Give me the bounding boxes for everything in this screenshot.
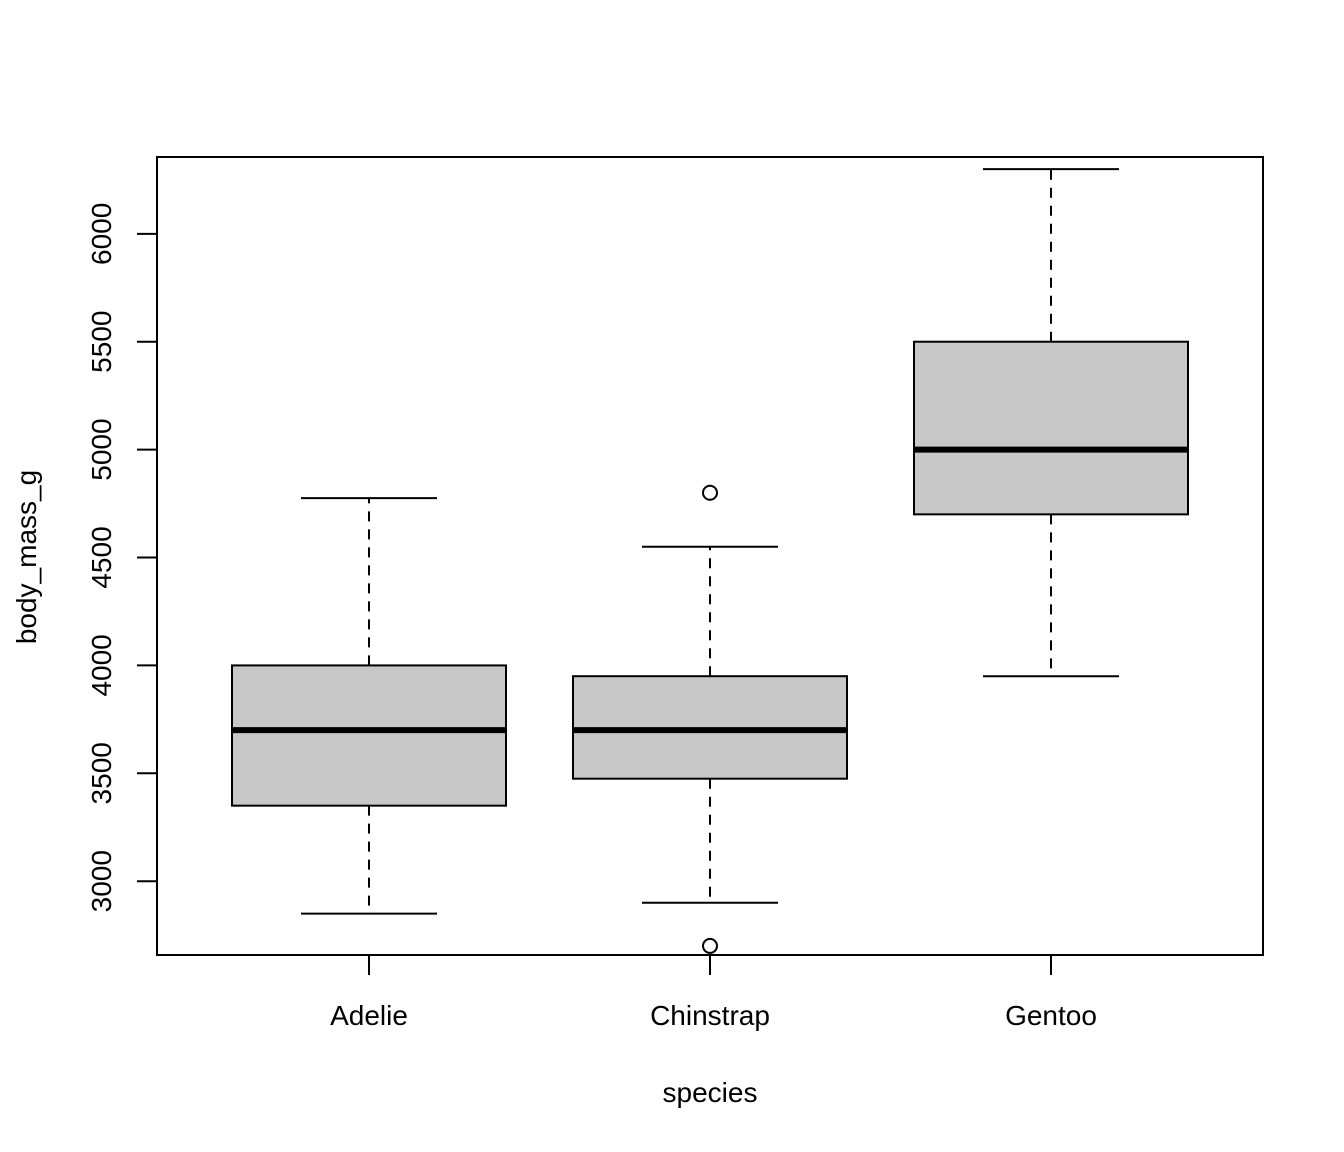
x-axis: Adelie Chinstrap Gentoo: [330, 954, 1097, 1031]
y-tick-label: 5500: [86, 311, 117, 373]
y-tick-label: 4500: [86, 526, 117, 588]
y-tick-label: 3000: [86, 850, 117, 912]
iqr-box: [913, 340, 1189, 516]
x-tick-label: Gentoo: [1005, 1000, 1097, 1031]
y-tick-label: 6000: [86, 203, 117, 265]
y-tick-label: 3500: [86, 742, 117, 804]
x-axis-title: species: [663, 1077, 758, 1108]
iqr-box: [231, 664, 507, 807]
y-axis: 3000 3500 4000 4500 5000 5500 6000: [86, 203, 158, 912]
box-gentoo: [913, 168, 1189, 678]
outlier-point: [702, 484, 718, 501]
outlier-point: [702, 937, 718, 954]
y-tick-label: 5000: [86, 418, 117, 480]
x-tick-label: Adelie: [330, 1000, 408, 1031]
y-tick-label: 4000: [86, 634, 117, 696]
boxes-group: [231, 168, 1189, 954]
y-axis-title: body_mass_g: [11, 470, 42, 644]
x-tick-label: Chinstrap: [650, 1000, 770, 1031]
box-chinstrap: [572, 484, 848, 954]
box-adelie: [231, 497, 507, 915]
